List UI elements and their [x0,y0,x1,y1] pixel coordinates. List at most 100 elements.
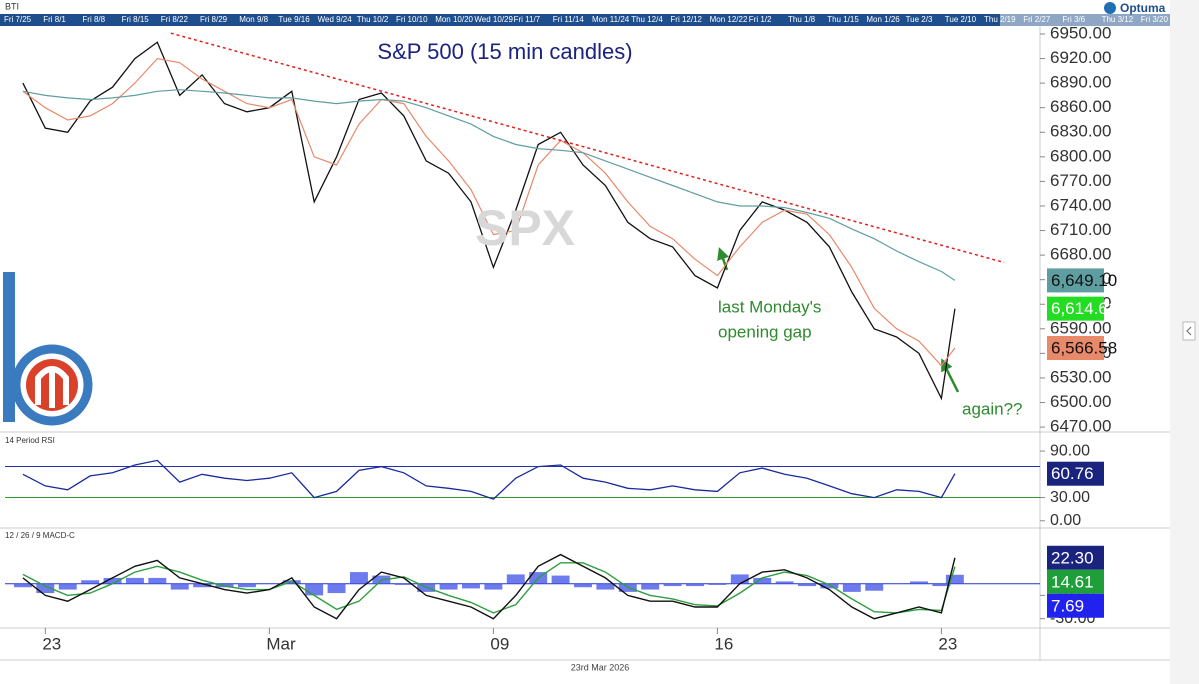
symbol: BTI [5,1,19,11]
top-date: Thu 10/2 [357,15,389,24]
side-button[interactable] [1182,321,1196,341]
histogram-bar [686,583,704,587]
histogram-bar [58,583,77,590]
footer-date: 23rd Mar 2026 [571,662,630,672]
date-strip [0,14,1000,26]
y-tick-label: 30.00 [1050,489,1090,506]
brand-icon [1104,2,1116,14]
top-date: Fri 12/12 [670,15,702,24]
histogram-bar [551,575,570,584]
histogram-bar [753,577,772,584]
signal-line [22,562,956,614]
watermark: SPX [475,200,575,256]
value-tag-label: 14.61 [1051,572,1094,591]
top-date: Tue 2/10 [945,15,977,24]
top-date: Thu 2/19 [984,15,1016,24]
y-tick-label: 6860.00 [1050,97,1111,116]
value-tag-label: 6,649.10 [1051,271,1117,290]
y-tick-label: 90.00 [1050,442,1090,459]
chart-title: S&P 500 (15 min candles) [377,39,632,64]
top-date: Thu 1/15 [827,15,859,24]
panel [5,553,1040,620]
histogram-bar [798,583,816,587]
x-tick-label: 23 [938,634,957,653]
histogram-bar [596,583,615,590]
value-tag [1047,593,1104,618]
panel-title: 12 / 26 / 9 MACD-C [5,531,75,540]
top-date: Fri 3/6 [1062,15,1085,24]
top-date: Fri 8/8 [82,15,105,24]
panel [5,459,1040,500]
histogram-bar [910,581,928,584]
y-tick-label: 6890.00 [1050,73,1111,92]
top-date: Fri 8/22 [161,15,189,24]
annotation: opening gap [718,322,812,341]
top-date: Fri 7/25 [4,15,32,24]
histogram-bar [394,583,413,585]
top-date: Thu 1/8 [788,15,816,24]
histogram-bar [170,583,189,590]
series-line [22,41,956,401]
top-date: Tue 9/16 [278,15,310,24]
histogram-bar [81,580,100,584]
value-tag-label: 60.76 [1051,464,1094,483]
histogram-bar [484,583,503,590]
top-date: Fri 8/1 [43,15,66,24]
histogram-bar [462,583,480,589]
series-line [22,89,956,281]
histogram-bar [305,583,324,596]
histogram-bar [663,583,682,587]
y-tick-label: 6680.00 [1050,245,1111,264]
histogram-bar [350,572,368,584]
x-tick-label: 16 [714,634,733,653]
trendline [170,32,1005,264]
value-tag-label: 22.30 [1051,548,1094,567]
value-tag [1047,296,1104,321]
top-date: Mon 11/24 [592,15,630,24]
plot-layer: Fri 7/25 Fri 8/1 Fri 8/8 Fri 8/15 Fri 8/22 Fr… [4,15,1168,653]
date-strip-future [1000,14,1170,26]
top-date: Tue 2/3 [906,15,933,24]
y-tick-label: 6920.00 [1050,48,1111,67]
histogram-bar [439,583,458,590]
histogram-bar [945,574,964,584]
value-tag [1047,569,1104,594]
histogram-bar [865,583,884,591]
y-tick-label: 6740.00 [1050,195,1111,214]
value-tag-label: 6,614.61 [1051,299,1117,318]
y-tick-label: 0.00 [1050,512,1081,529]
top-date: Wed 9/24 [318,15,353,24]
y-tick-label: 6530.00 [1050,367,1111,386]
x-tick-label: Mar [266,634,296,653]
macd-line [22,553,956,620]
histogram-bar [506,574,525,584]
top-date: Mon 1/26 [866,15,900,24]
histogram-bar [36,583,55,594]
panel [22,32,1005,401]
top-date: Fri 2/27 [1023,15,1051,24]
histogram-bar [775,581,794,584]
histogram-bar [842,583,861,592]
histogram-bar [237,583,256,588]
top-date: Mon 10/20 [435,15,473,24]
top-date: Thu 12/4 [631,15,663,24]
panel-title: 14 Period RSI [5,436,55,445]
top-date: Fri 8/15 [122,15,150,24]
top-date: Fri 10/10 [396,15,428,24]
top-date: Fri 11/7 [514,15,541,24]
y-tick-label: 6770.00 [1050,171,1111,190]
y-tick-label: 6500.00 [1050,392,1111,411]
series-line [22,57,956,367]
logo-ring [11,344,93,426]
histogram-bar [820,583,839,589]
logo-glyph [35,366,69,408]
histogram-bar [574,583,592,588]
top-date: Fri 11/14 [553,15,585,24]
y-tick-label: 6590.00 [1050,318,1111,337]
annotation: last Monday's [718,297,821,316]
value-tag-label: 7.69 [1051,596,1084,615]
y-tick-label: 6800.00 [1050,146,1111,165]
value-tag [1047,268,1104,293]
